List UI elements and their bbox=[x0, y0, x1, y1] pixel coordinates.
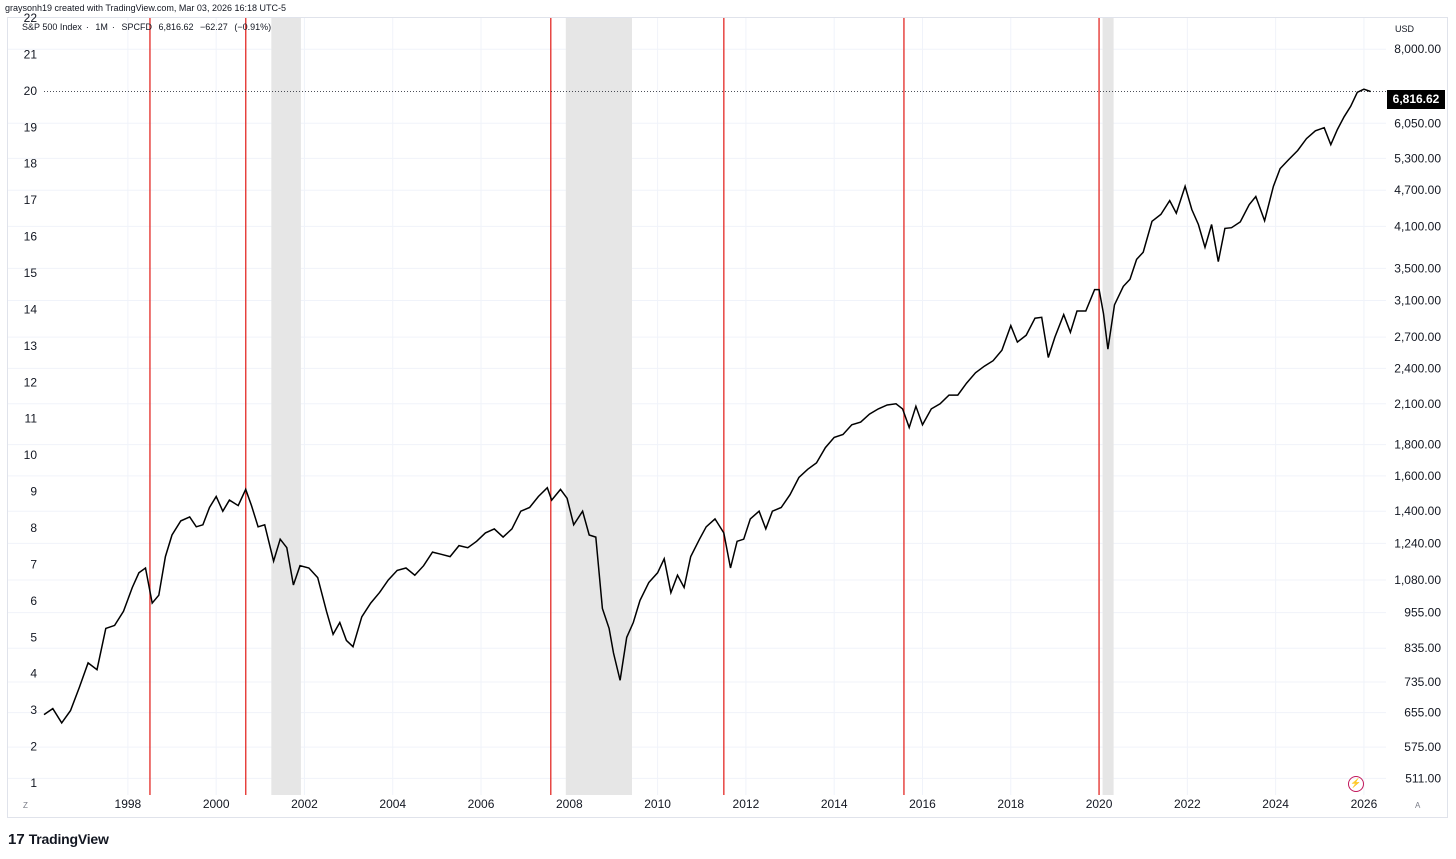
x-tick-label: 2020 bbox=[1086, 797, 1113, 811]
y-tick-label-right: 1,080.00 bbox=[1394, 573, 1441, 587]
zoom-corner-label[interactable]: Z bbox=[23, 801, 28, 810]
y-tick-label-right: 8,000.00 bbox=[1394, 42, 1441, 56]
y-tick-label-right: 1,400.00 bbox=[1394, 504, 1441, 518]
event-lines bbox=[149, 18, 1100, 795]
y-tick-label-left: 6 bbox=[30, 594, 37, 608]
shaded-period bbox=[1102, 18, 1114, 795]
legend-change: −62.27 bbox=[200, 22, 228, 32]
legend-symbol-name: S&P 500 Index bbox=[22, 22, 82, 32]
tradingview-logo-text: TradingView bbox=[28, 831, 109, 847]
x-tick-label: 2016 bbox=[909, 797, 936, 811]
x-tick-label: 2000 bbox=[203, 797, 230, 811]
x-tick-label: 2024 bbox=[1262, 797, 1289, 811]
y-tick-label-left: 4 bbox=[30, 667, 37, 681]
y-tick-label-right: 735.00 bbox=[1404, 675, 1441, 689]
x-tick-label: 2012 bbox=[733, 797, 760, 811]
grid bbox=[8, 18, 1386, 795]
x-tick-label: 2026 bbox=[1351, 797, 1378, 811]
y-tick-label-right: 4,700.00 bbox=[1394, 183, 1441, 197]
x-tick-label: 2018 bbox=[997, 797, 1024, 811]
x-tick-label: 2008 bbox=[556, 797, 583, 811]
y-tick-label-right: 6,050.00 bbox=[1394, 116, 1441, 130]
lightning-icon[interactable]: ⚡ bbox=[1348, 776, 1364, 792]
chart-frame[interactable] bbox=[7, 17, 1448, 818]
y-tick-label-right: 1,240.00 bbox=[1394, 536, 1441, 550]
x-tick-label: 2014 bbox=[821, 797, 848, 811]
y-tick-label-right: 3,500.00 bbox=[1394, 261, 1441, 275]
watermark-text: graysonh19 created with TradingView.com,… bbox=[5, 3, 286, 13]
legend-separator: · bbox=[111, 22, 115, 32]
last-price-badge: 6,816.62 bbox=[1387, 90, 1445, 109]
y-tick-label-right: 955.00 bbox=[1404, 606, 1441, 620]
y-tick-label-right: 511.00 bbox=[1405, 771, 1441, 785]
y-tick-label-left: 7 bbox=[30, 557, 37, 571]
y-tick-label-right: 3,100.00 bbox=[1394, 294, 1441, 308]
legend-change-pct: (−0.91%) bbox=[234, 22, 272, 32]
y-tick-label-right: 2,100.00 bbox=[1394, 397, 1441, 411]
x-tick-label: 2004 bbox=[379, 797, 406, 811]
y-tick-label-left: 11 bbox=[25, 412, 38, 426]
legend-separator: · bbox=[85, 22, 89, 32]
y-tick-label-left: 22 bbox=[24, 11, 38, 25]
series-line-sp500 bbox=[43, 88, 1371, 725]
footer: 17 TradingView bbox=[8, 828, 109, 850]
y-tick-label-right: 1,800.00 bbox=[1394, 438, 1441, 452]
y-tick-label-right: 4,100.00 bbox=[1394, 219, 1441, 233]
y-tick-label-right: 2,400.00 bbox=[1394, 361, 1441, 375]
y-tick-label-right: 655.00 bbox=[1404, 706, 1441, 720]
y-tick-label-left: 15 bbox=[24, 266, 38, 280]
y-tick-label-right: 575.00 bbox=[1404, 740, 1441, 754]
y-tick-label-left: 13 bbox=[24, 339, 38, 353]
y-tick-label-left: 2 bbox=[30, 740, 37, 754]
shaded-period bbox=[271, 18, 301, 795]
legend[interactable]: S&P 500 Index · 1M · SPCFD 6,816.62 −62.27… bbox=[22, 22, 275, 32]
y-tick-label-left: 14 bbox=[24, 302, 38, 316]
x-tick-label: 2022 bbox=[1174, 797, 1201, 811]
x-tick-label: 2002 bbox=[291, 797, 318, 811]
x-axis: 1998 2000 2002 2004 2006 2008 2010 2012 2014 2016… bbox=[115, 797, 1378, 811]
currency-label[interactable]: USD bbox=[1395, 24, 1415, 34]
y-tick-label-left: 9 bbox=[30, 485, 37, 499]
auto-scale-label[interactable]: A bbox=[1415, 801, 1421, 810]
y-tick-label-right: 2,700.00 bbox=[1394, 330, 1441, 344]
y-tick-label-right: 835.00 bbox=[1404, 641, 1441, 655]
y-tick-label-left: 20 bbox=[24, 84, 38, 98]
y-tick-label-left: 8 bbox=[30, 521, 37, 535]
x-tick-label: 2006 bbox=[468, 797, 495, 811]
y-tick-label-left: 12 bbox=[24, 375, 38, 389]
tradingview-logo-icon: 17 bbox=[8, 830, 25, 848]
y-tick-label-left: 21 bbox=[24, 47, 38, 61]
y-tick-label-left: 3 bbox=[30, 703, 37, 717]
shaded-periods bbox=[271, 18, 1114, 795]
shaded-period bbox=[565, 18, 633, 795]
y-axis-right[interactable]: 8,000.00 6,050.00 5,300.00 4,700.00 4,100.00… bbox=[1394, 42, 1441, 785]
y-tick-label-left: 18 bbox=[24, 157, 38, 171]
y-tick-label-left: 16 bbox=[24, 230, 38, 244]
y-tick-label-right: 1,600.00 bbox=[1394, 469, 1441, 483]
y-tick-label-left: 5 bbox=[30, 630, 37, 644]
y-tick-label-left: 17 bbox=[24, 193, 38, 207]
legend-exchange: SPCFD bbox=[121, 22, 152, 32]
y-tick-label-right: 5,300.00 bbox=[1394, 151, 1441, 165]
y-tick-label-left: 1 bbox=[30, 776, 37, 790]
legend-price: 6,816.62 bbox=[158, 22, 194, 32]
y-tick-label-left: 19 bbox=[24, 120, 38, 134]
legend-interval: 1M bbox=[95, 22, 108, 32]
x-tick-label: 2010 bbox=[644, 797, 671, 811]
x-tick-label: 1998 bbox=[115, 797, 142, 811]
y-tick-label-left: 10 bbox=[24, 448, 38, 462]
